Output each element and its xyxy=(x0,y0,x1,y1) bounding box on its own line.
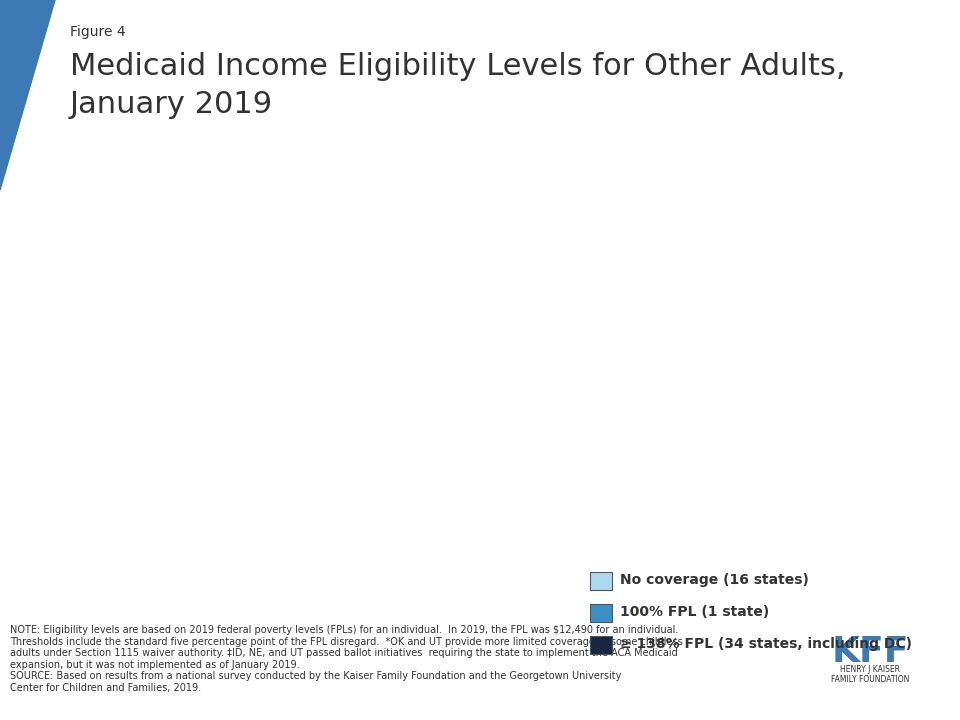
Text: NOTE: Eligibility levels are based on 2019 federal poverty levels (FPLs) for an : NOTE: Eligibility levels are based on 20… xyxy=(10,625,683,693)
Text: Figure 4: Figure 4 xyxy=(70,25,126,39)
Bar xyxy=(590,572,612,590)
Bar xyxy=(590,604,612,622)
Text: January 2019: January 2019 xyxy=(70,90,274,119)
Text: KFF: KFF xyxy=(831,635,909,669)
Text: No coverage (16 states): No coverage (16 states) xyxy=(620,573,809,587)
Text: 100% FPL (1 state): 100% FPL (1 state) xyxy=(620,605,769,619)
Text: HENRY J KAISER
FAMILY FOUNDATION: HENRY J KAISER FAMILY FOUNDATION xyxy=(830,665,909,685)
Bar xyxy=(590,636,612,654)
Text: ≥ 138% FPL (34 states, including DC): ≥ 138% FPL (34 states, including DC) xyxy=(620,637,912,651)
Polygon shape xyxy=(0,0,55,190)
Text: Medicaid Income Eligibility Levels for Other Adults,: Medicaid Income Eligibility Levels for O… xyxy=(70,52,846,81)
